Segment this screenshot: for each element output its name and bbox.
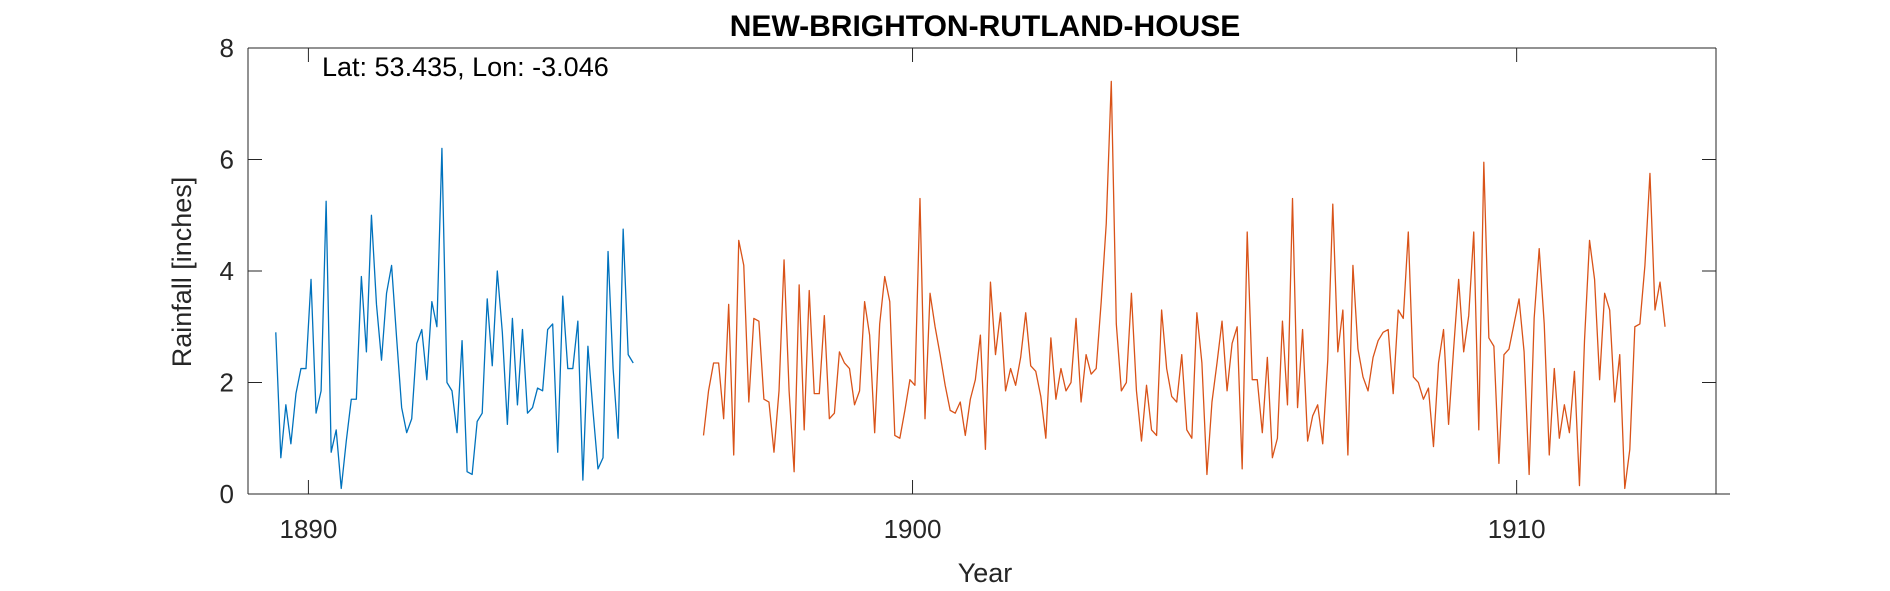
series-line-1 <box>275 147 634 490</box>
plot-area <box>247 47 1730 495</box>
chart-title: NEW-BRIGHTON-RUTLAND-HOUSE <box>730 10 1240 43</box>
location-annotation: Lat: 53.435, Lon: -3.046 <box>322 52 609 82</box>
axis-ticks: 0 2 4 6 8 1890 1900 1910 <box>220 33 1716 544</box>
x-tick-label: 1890 <box>279 514 337 544</box>
series-line-2 <box>702 80 1666 490</box>
y-axis-label: Rainfall [inches] <box>167 177 197 368</box>
y-tick-label: 0 <box>220 479 234 509</box>
y-tick-label: 2 <box>220 368 234 398</box>
x-tick-label: 1910 <box>1488 514 1546 544</box>
series-layer <box>275 80 1666 490</box>
y-tick-label: 6 <box>220 145 234 175</box>
y-tick-label: 8 <box>220 33 234 63</box>
x-axis-label: Year <box>958 558 1013 588</box>
x-tick-label: 1900 <box>884 514 942 544</box>
y-tick-label: 4 <box>220 256 234 286</box>
